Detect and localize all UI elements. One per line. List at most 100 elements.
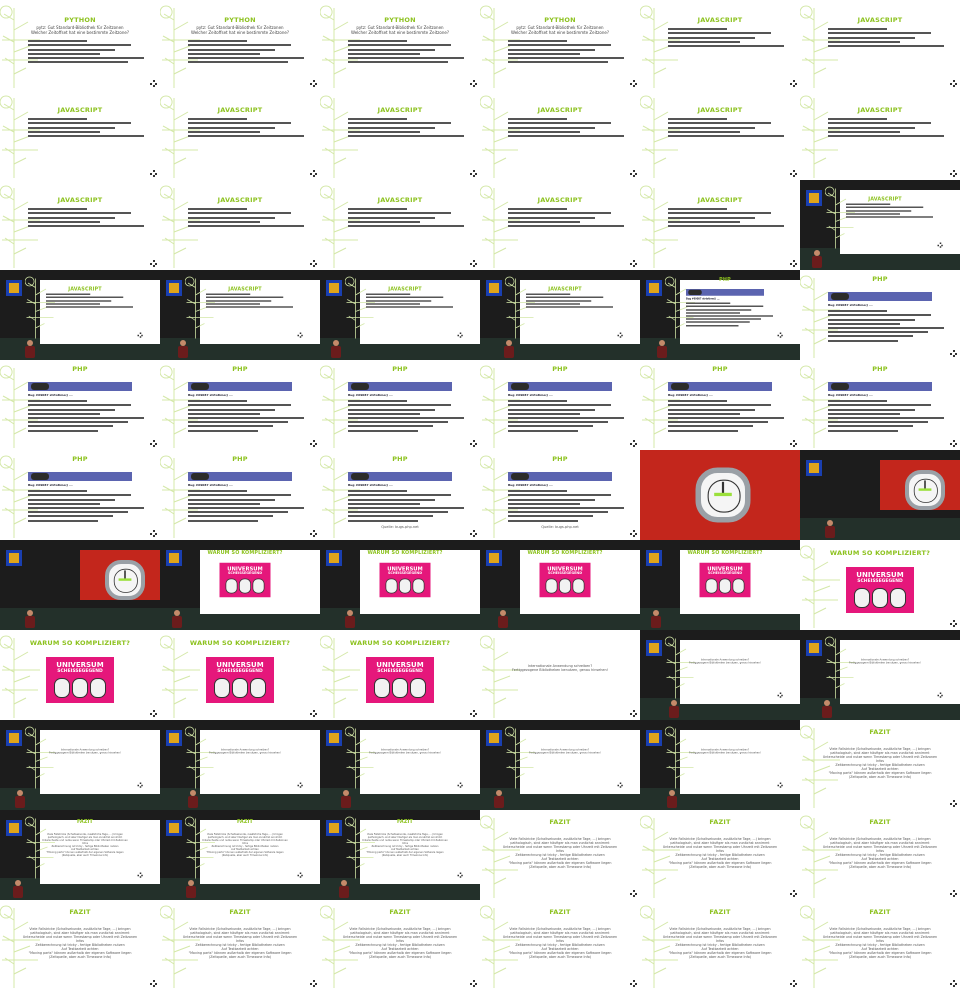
slide-thumbnail[interactable]: PHP Bug #69087 strtotime() ... Quelle: bug… [480,450,640,540]
slide-thumbnail[interactable]: JAVASCRIPT [0,270,160,360]
slide-thumbnail[interactable]: PHP Bug #69087 strtotime() ... [800,360,960,450]
slide-thumbnail[interactable]: JAVASCRIPT [480,270,640,360]
slide-subtitle: pytz: Gut Standard-Bibliothek für Zeitzo… [20,25,140,35]
poster-subtitle: SCHEISSEGEGEND [707,571,743,576]
slide-thumbnail[interactable]: JAVASCRIPT [640,90,800,180]
slide-thumbnail[interactable]: JAVASCRIPT [800,180,960,270]
slide-thumbnail[interactable]: JAVASCRIPT [0,180,160,270]
slide-thumbnail[interactable]: JAVASCRIPT [320,270,480,360]
code-line [508,421,609,424]
slide-thumbnail[interactable]: WARUM SO KOMPLIZIERT? UNIVERSUM SCHEISSEGE… [160,630,320,720]
code-line [348,506,464,509]
slide-title: FAZIT [549,908,571,916]
slide-thumbnail[interactable]: FAZIT Viele Fallstricke (Schaltsekunde, z… [0,810,160,900]
slide-thumbnail[interactable]: Internationale Anwendung schreiben? Ferti… [0,720,160,810]
slide-thumbnail[interactable]: PHP Bug #69087 strtotime() ... Quelle: bug… [320,450,480,540]
slide-thumbnail[interactable]: FAZIT Viele Fallstricke (Schaltsekunde, z… [800,810,960,900]
slide-thumbnail[interactable]: FAZIT Viele Fallstricke (Schaltsekunde, z… [800,900,960,990]
slide-thumbnail[interactable]: WARUM SO KOMPLIZIERT? UNIVERSUM SCHEISSEGE… [480,540,640,630]
slide-thumbnail[interactable]: FAZIT Viele Fallstricke (Schaltsekunde, z… [320,810,480,900]
conference-logo-icon [806,640,822,656]
slide-thumbnail[interactable]: FAZIT Viele Fallstricke (Schaltsekunde, z… [160,810,320,900]
slide-thumbnail[interactable]: WARUM SO KOMPLIZIERT? UNIVERSUM SCHEISSEGE… [160,540,320,630]
fazit-line: pathologisch, sind aber häufiger als man… [510,841,610,845]
code-block [28,206,146,229]
tree-decoration-icon [320,95,360,178]
speaker-body [13,886,23,898]
slide-thumbnail[interactable]: FAZIT Viele Fallstricke (Schaltsekunde, z… [480,900,640,990]
slide-thumbnail[interactable]: JAVASCRIPT [640,0,800,90]
code-line [28,502,100,505]
slide-thumbnail[interactable]: PHP Bug #69087 strtotime() ... [640,360,800,450]
slide-thumbnail[interactable]: JAVASCRIPT [320,180,480,270]
slide-title: FAZIT [869,818,891,826]
slide-thumbnail[interactable]: FAZIT Viele Fallstricke (Schaltsekunde, z… [320,900,480,990]
slide-thumbnail[interactable]: Internationale Anwendung schreiben? Ferti… [480,630,640,720]
slide-thumbnail[interactable]: WARUM SO KOMPLIZIERT? UNIVERSUM SCHEISSEGE… [640,540,800,630]
slide-thumbnail[interactable]: Internationale Anwendung schreiben? Ferti… [160,720,320,810]
slide-thumbnail[interactable]: PHP Bug #69087 strtotime() ... [160,360,320,450]
slide-thumbnail[interactable]: JAVASCRIPT [800,90,960,180]
slide-thumbnail[interactable]: JAVASCRIPT [640,180,800,270]
tree-decoration-icon [345,726,375,789]
nav-arrows-icon [150,710,157,717]
slide-thumbnail[interactable]: JAVASCRIPT [480,180,640,270]
slide-thumbnail[interactable]: PYTHON pytz: Gut Standard-Bibliothek für … [160,0,320,90]
code-line [188,519,258,522]
projected-slide: JAVASCRIPT [25,273,145,341]
nav-arrows-icon [790,440,797,447]
fazit-line: "Moving parts" können außerhalb der eige… [668,951,772,955]
slide-thumbnail[interactable] [800,450,960,540]
slide-thumbnail[interactable]: PYTHON pytz: Gut Standard-Bibliothek für … [480,0,640,90]
nav-arrows-icon [470,170,477,177]
slide-thumbnail[interactable]: PHP Bug #69087 strtotime() ... [0,450,160,540]
slide-thumbnail[interactable]: Internationale Anwendung schreiben? Ferti… [640,720,800,810]
slide-thumbnail[interactable]: PHP Bug #69087 strtotime() ... [480,360,640,450]
slide-thumbnail[interactable]: JAVASCRIPT [800,0,960,90]
fazit-line: Zeitberechnung ist tricky - fertige Bibl… [51,844,119,848]
slide-thumbnail[interactable]: WARUM SO KOMPLIZIERT? UNIVERSUM SCHEISSEGE… [800,540,960,630]
nav-arrows-icon [950,980,957,987]
poster-faces [225,578,265,596]
code-line [686,302,731,305]
slide-thumbnail[interactable]: FAZIT Viele Fallstricke (Schaltsekunde, z… [160,900,320,990]
slide-thumbnail[interactable]: FAZIT Viele Fallstricke (Schaltsekunde, z… [640,900,800,990]
tree-decoration-icon [640,905,680,988]
slide-thumbnail[interactable]: WARUM SO KOMPLIZIERT? UNIVERSUM SCHEISSEGE… [320,630,480,720]
fazit-list: Viele Fallstricke (Schaltsekunde, zusätz… [662,837,778,869]
slide-thumbnail[interactable]: JAVASCRIPT [160,90,320,180]
projected-slide: Internationale Anwendung schreiben? Ferti… [25,723,145,791]
face-icon [399,578,411,594]
slide-thumbnail[interactable]: WARUM SO KOMPLIZIERT? UNIVERSUM SCHEISSEGE… [0,630,160,720]
slide-thumbnail[interactable]: Internationale Anwendung schreiben? Ferti… [800,630,960,720]
slide-thumbnail[interactable] [640,450,800,540]
slide-thumbnail[interactable]: PHP Bug #69087 strtotime() ... [800,270,960,360]
fazit-line: Unterscheide und nutze wenn Timestamp od… [42,838,128,845]
slide-thumbnail[interactable]: Internationale Anwendung schreiben? Ferti… [640,630,800,720]
slide-thumbnail[interactable]: WARUM SO KOMPLIZIERT? UNIVERSUM SCHEISSEGE… [320,540,480,630]
code-block [828,116,946,139]
slide-thumbnail[interactable]: FAZIT Viele Fallstricke (Schaltsekunde, z… [800,720,960,810]
slide-thumbnail[interactable]: FAZIT Viele Fallstricke (Schaltsekunde, z… [0,900,160,990]
slide-thumbnail[interactable]: PHP Bug #69087 strtotime() ... [0,360,160,450]
slide-thumbnail[interactable]: PYTHON pytz: Gut Standard-Bibliothek für … [0,0,160,90]
slide-thumbnail[interactable]: PHP Bug #69087 strtotime() ... [640,270,800,360]
slide-thumbnail[interactable]: JAVASCRIPT [480,90,640,180]
slide-thumbnail[interactable]: JAVASCRIPT [160,180,320,270]
nav-arrows-icon [950,620,957,627]
slide-thumbnail[interactable]: JAVASCRIPT [320,90,480,180]
code-line [846,203,891,206]
slide-thumbnail[interactable]: JAVASCRIPT [160,270,320,360]
slide-thumbnail[interactable]: PYTHON pytz: Gut Standard-Bibliothek für … [320,0,480,90]
slide-thumbnail[interactable]: JAVASCRIPT [0,90,160,180]
fazit-list: Viele Fallstricke (Schaltsekunde, zusätz… [502,837,618,869]
nav-arrows-icon [630,440,637,447]
slide-thumbnail[interactable]: PHP Bug #69087 strtotime() ... [320,360,480,450]
conference-logo-icon [6,280,22,296]
slide-thumbnail[interactable]: FAZIT Viele Fallstricke (Schaltsekunde, z… [480,810,640,900]
slide-thumbnail[interactable]: FAZIT Viele Fallstricke (Schaltsekunde, z… [640,810,800,900]
slide-thumbnail[interactable]: Internationale Anwendung schreiben? Ferti… [480,720,640,810]
slide-thumbnail[interactable]: Internationale Anwendung schreiben? Ferti… [320,720,480,810]
slide-thumbnail[interactable] [0,540,160,630]
slide-thumbnail[interactable]: PHP Bug #69087 strtotime() ... [160,450,320,540]
